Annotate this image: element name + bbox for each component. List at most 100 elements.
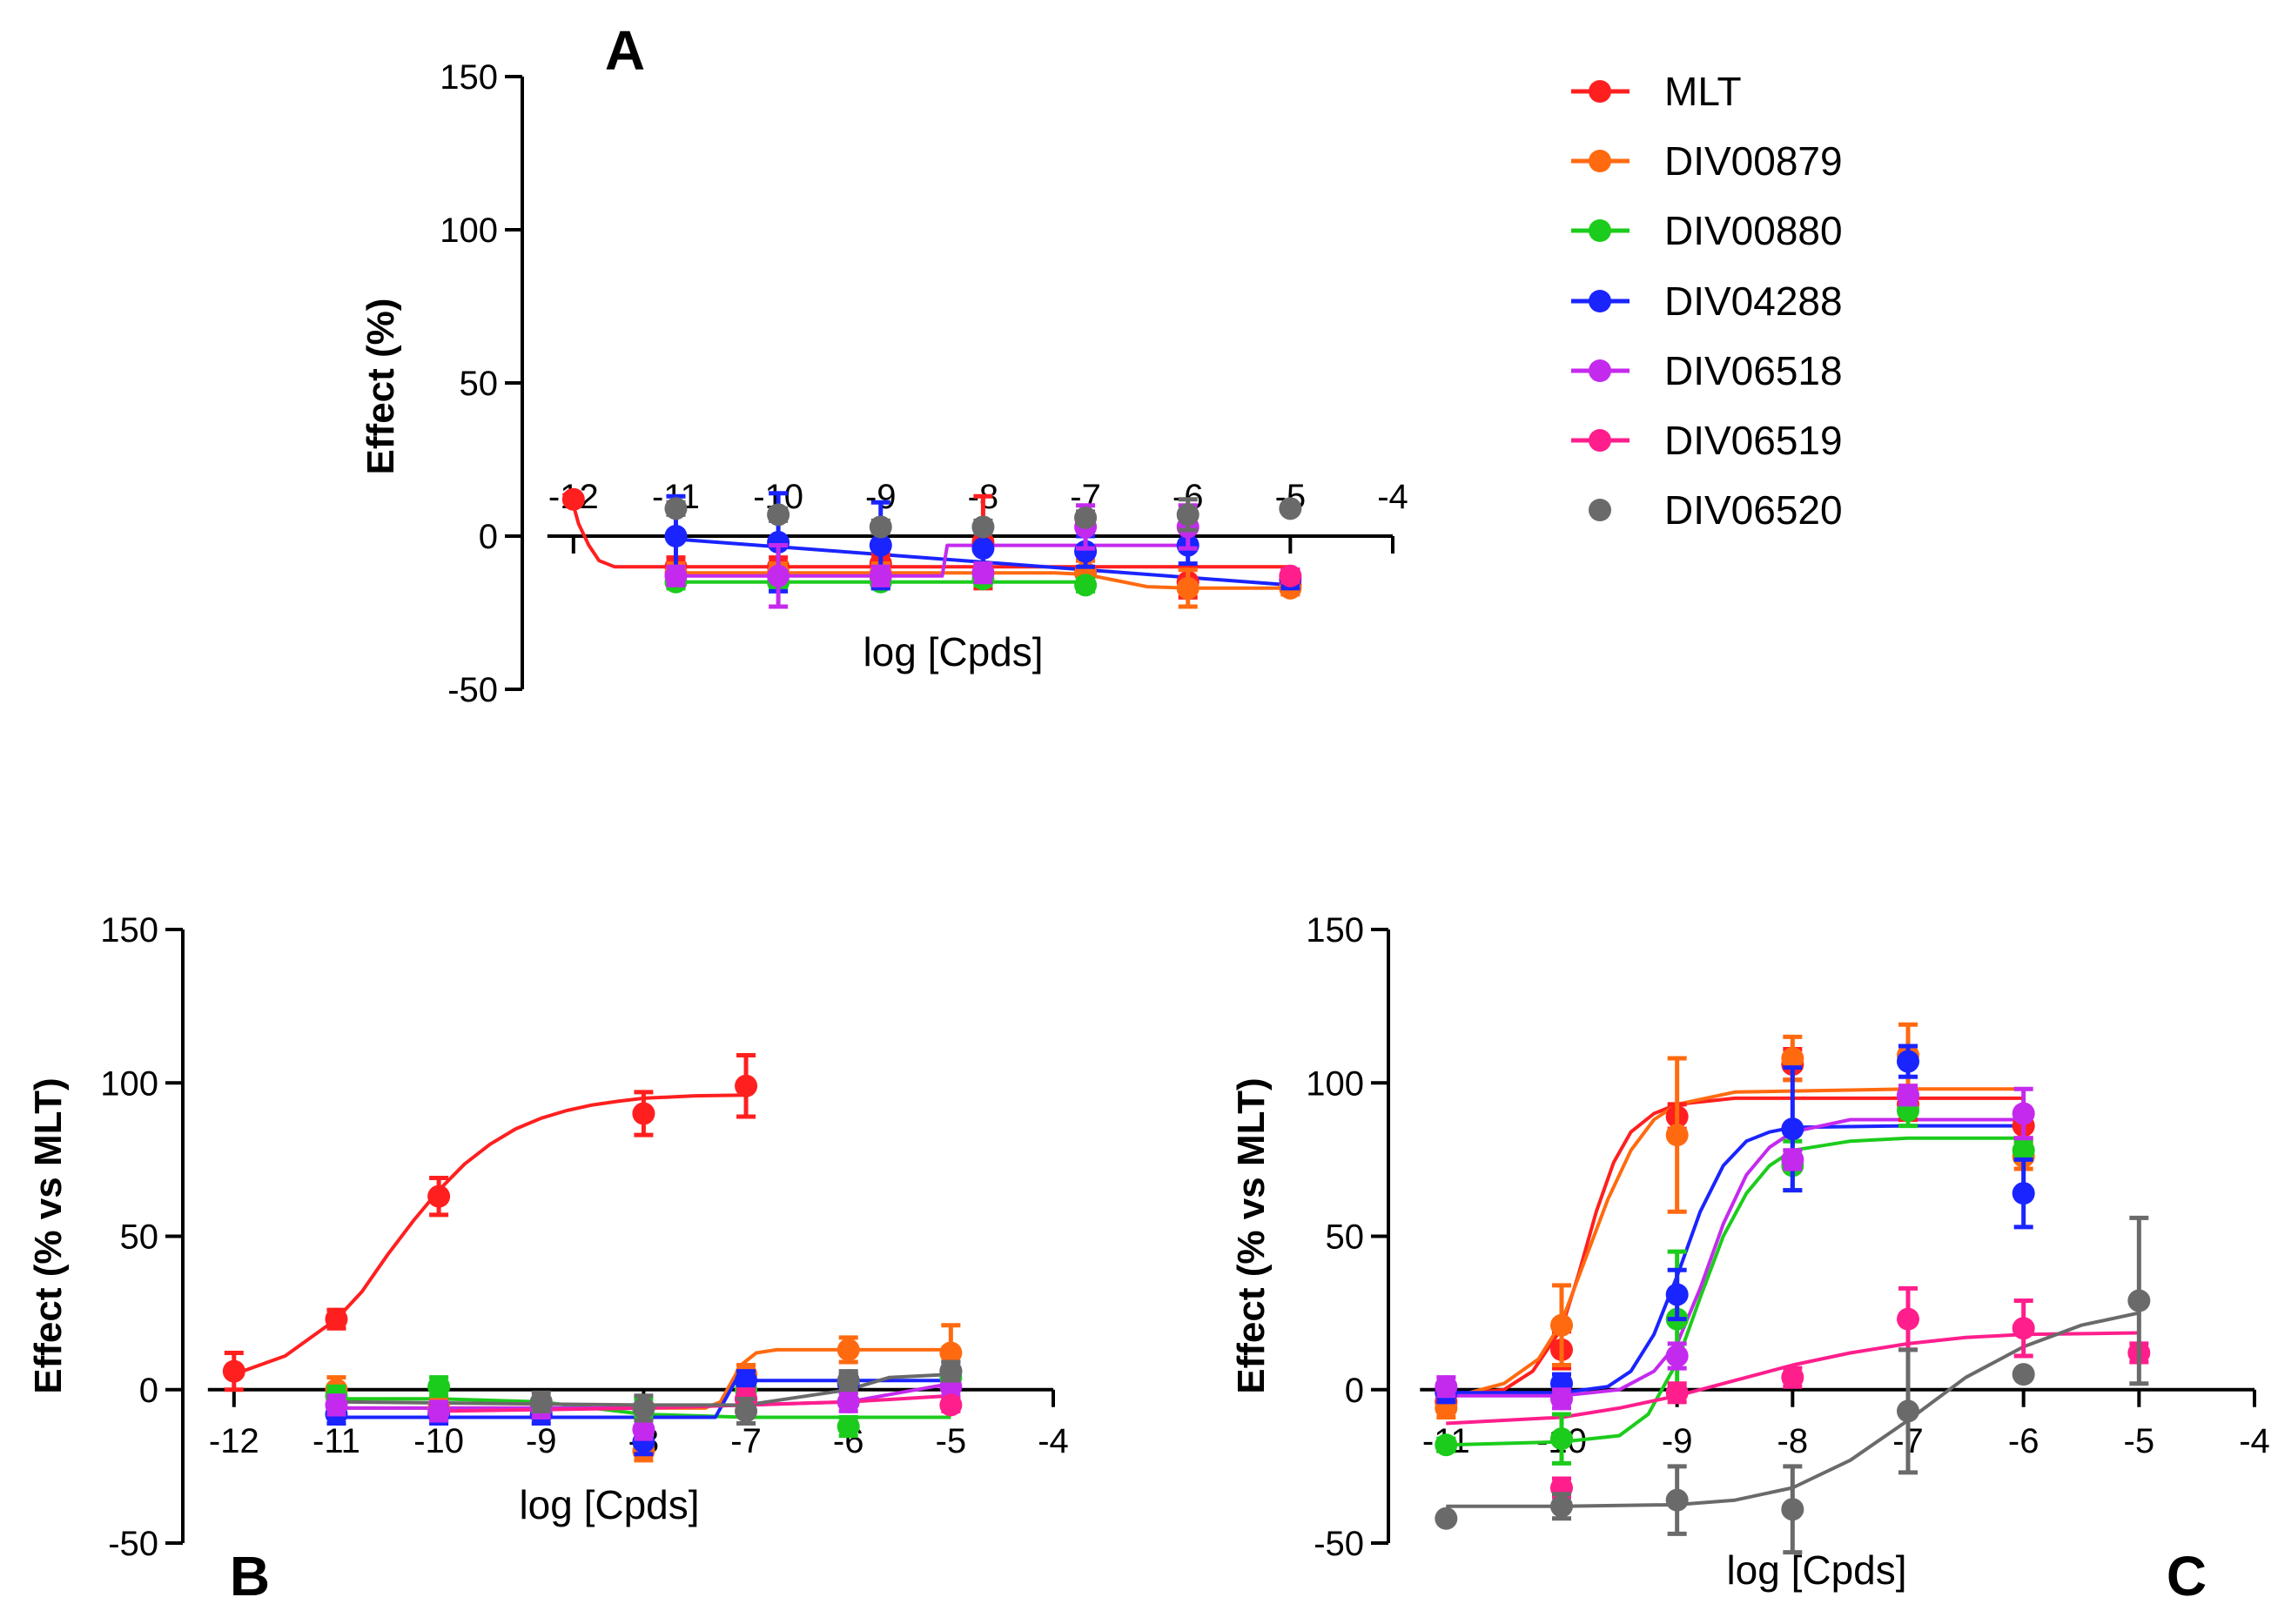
- panel-b-y-tick-label: -50: [108, 1525, 158, 1563]
- panel-c-x-tick-label: -9: [1662, 1422, 1693, 1460]
- panel-a-point-div06520: [971, 515, 995, 539]
- panel-c-point-div00880: [1550, 1427, 1573, 1451]
- panel-c-curves: [1445, 1087, 2140, 1508]
- panel-c-point-div06520: [1781, 1498, 1804, 1521]
- panel-c-point-div06519: [1665, 1381, 1689, 1405]
- panel-a-point-div06520: [1279, 497, 1302, 520]
- panel-b-point-div06520: [735, 1399, 758, 1423]
- panel-c-curve-div06518: [1446, 1117, 2024, 1398]
- panel-b-point-mlt: [632, 1102, 655, 1125]
- panel-c-curve-div00879: [1445, 1087, 2024, 1401]
- panel-a-point-div04288: [1074, 540, 1098, 563]
- panel-b-point-mlt: [735, 1074, 758, 1097]
- panel-a-curve-div06518: [675, 543, 1188, 578]
- panel-a-point-div06519: [1279, 564, 1302, 587]
- panel-c-point-div06520: [1665, 1488, 1689, 1512]
- panel-b-point-div04288: [735, 1369, 758, 1392]
- panel-c-point-div00880: [1435, 1433, 1458, 1457]
- panel-c-point-div06518: [1435, 1375, 1458, 1399]
- panel-c-point-div04288: [1897, 1050, 1919, 1073]
- panel-b-point-div06518: [325, 1393, 348, 1417]
- panel-c-point-div04288: [1665, 1283, 1689, 1306]
- panel-c-curve-div06520: [1446, 1311, 2140, 1508]
- panel-b-y-tick-label: 50: [120, 1218, 159, 1257]
- panel-c-x-tick-label: -5: [2124, 1422, 2155, 1460]
- panel-c-curve-div06519: [1446, 1331, 2140, 1426]
- panel-c-y-axis-title: Effect (% vs MLT): [1230, 1077, 1273, 1393]
- legend-label-div00879: DIV00879: [1664, 138, 1843, 184]
- panel-a-y-tick-label: 150: [440, 58, 498, 97]
- panel-a-points: [561, 487, 1302, 609]
- panel-a-point-div00879: [1176, 576, 1199, 600]
- panel-b-point-div06520: [632, 1396, 655, 1419]
- panel-b-x-tick-label: -4: [1038, 1422, 1069, 1460]
- panel-a-point-div06520: [767, 503, 790, 527]
- panel-a-point-div06520: [664, 497, 688, 520]
- panel-c-point-div06518: [1897, 1084, 1919, 1107]
- panel-b-point-div06520: [837, 1369, 860, 1392]
- panel-b-x-tick-label: -12: [209, 1422, 259, 1460]
- panel-a-point-div00880: [1074, 574, 1098, 597]
- panel-b-curve-div06520: [336, 1372, 951, 1407]
- panel-b-point-div06519: [939, 1393, 963, 1417]
- panel-c-point-div06520: [1897, 1399, 1919, 1423]
- panel-a-point-div06518: [767, 564, 790, 587]
- panel-a-point-div04288: [971, 537, 995, 560]
- panel-a-letter: A: [605, 19, 645, 82]
- panel-c-point-div06518: [1781, 1148, 1804, 1171]
- panel-a-point-div04288: [869, 534, 892, 557]
- panel-c-curve-mlt: [1446, 1096, 2024, 1398]
- panel-c-point-div00879: [1781, 1047, 1804, 1070]
- panel-b-point-div06518: [427, 1399, 451, 1423]
- panel-c-point-div00879: [1550, 1313, 1573, 1337]
- panel-a-point-div06520: [869, 515, 892, 539]
- legend-entry-div06518: DIV06518: [1571, 348, 1843, 393]
- panel-c-point-div00880: [2012, 1138, 2035, 1162]
- panel-b-point-mlt: [222, 1359, 245, 1383]
- panel-a-point-div04288: [767, 531, 790, 554]
- panel-c-y-tick-label: 100: [1306, 1064, 1364, 1103]
- panel-b-y-tick-label: 150: [100, 911, 158, 950]
- legend-label-div06518: DIV06518: [1664, 348, 1843, 393]
- panel-b-point-div06520: [939, 1359, 963, 1383]
- legend-label-div06520: DIV06520: [1664, 487, 1843, 533]
- panel-c-x-tick-label: -4: [2239, 1422, 2270, 1460]
- panel-b-x-tick-label: -11: [312, 1422, 360, 1460]
- panel-b-point-div06520: [529, 1390, 553, 1413]
- panel-a-point-div06520: [1176, 503, 1199, 527]
- panel-c-point-div06520: [2012, 1363, 2035, 1386]
- panel-c-x-tick-label: -8: [1777, 1422, 1809, 1460]
- panel-b-point-div06518: [632, 1418, 655, 1441]
- panel-b-y-tick-label: 0: [139, 1372, 158, 1410]
- panel-c-point-div06520: [1435, 1507, 1458, 1530]
- panel-a-point-mlt: [561, 487, 585, 511]
- panel-b-point-mlt: [427, 1184, 451, 1208]
- legend-entry-mlt: MLT: [1571, 69, 1742, 114]
- panel-c-point-div06518: [1665, 1344, 1689, 1367]
- panel-c-point-div06519: [1781, 1366, 1804, 1389]
- panel-c-y-tick-label: 0: [1345, 1372, 1364, 1410]
- panel-c-y-tick-label: -50: [1314, 1525, 1364, 1563]
- panel-a-y-axis-title: Effect (%): [360, 299, 402, 475]
- panel-b-point-div00879: [837, 1338, 860, 1361]
- panel-b-y-tick-label: 100: [100, 1064, 158, 1103]
- panel-c-letter: C: [2167, 1545, 2207, 1607]
- panel-b-x-tick-label: -7: [730, 1422, 762, 1460]
- panel-a-point-div04288: [664, 525, 688, 547]
- panel-a-point-div06518: [971, 561, 995, 585]
- panel-c-point-div04288: [2012, 1182, 2035, 1205]
- panel-c-x-axis-title: log [Cpds]: [1726, 1547, 1906, 1593]
- panel-b-x-tick-label: -5: [936, 1422, 967, 1460]
- panel-a-x-tick-label: -4: [1377, 478, 1408, 516]
- panel-a-point-div06518: [664, 564, 688, 587]
- panel-a-y-tick-label: -50: [447, 671, 498, 709]
- panel-b-points: [222, 1053, 963, 1463]
- panel-c-curve-div00880: [1446, 1136, 2024, 1447]
- panel-a-y-tick-label: 50: [460, 365, 499, 403]
- legend-label-div04288: DIV04288: [1664, 278, 1843, 324]
- panel-c-point-div06519: [2012, 1317, 2035, 1340]
